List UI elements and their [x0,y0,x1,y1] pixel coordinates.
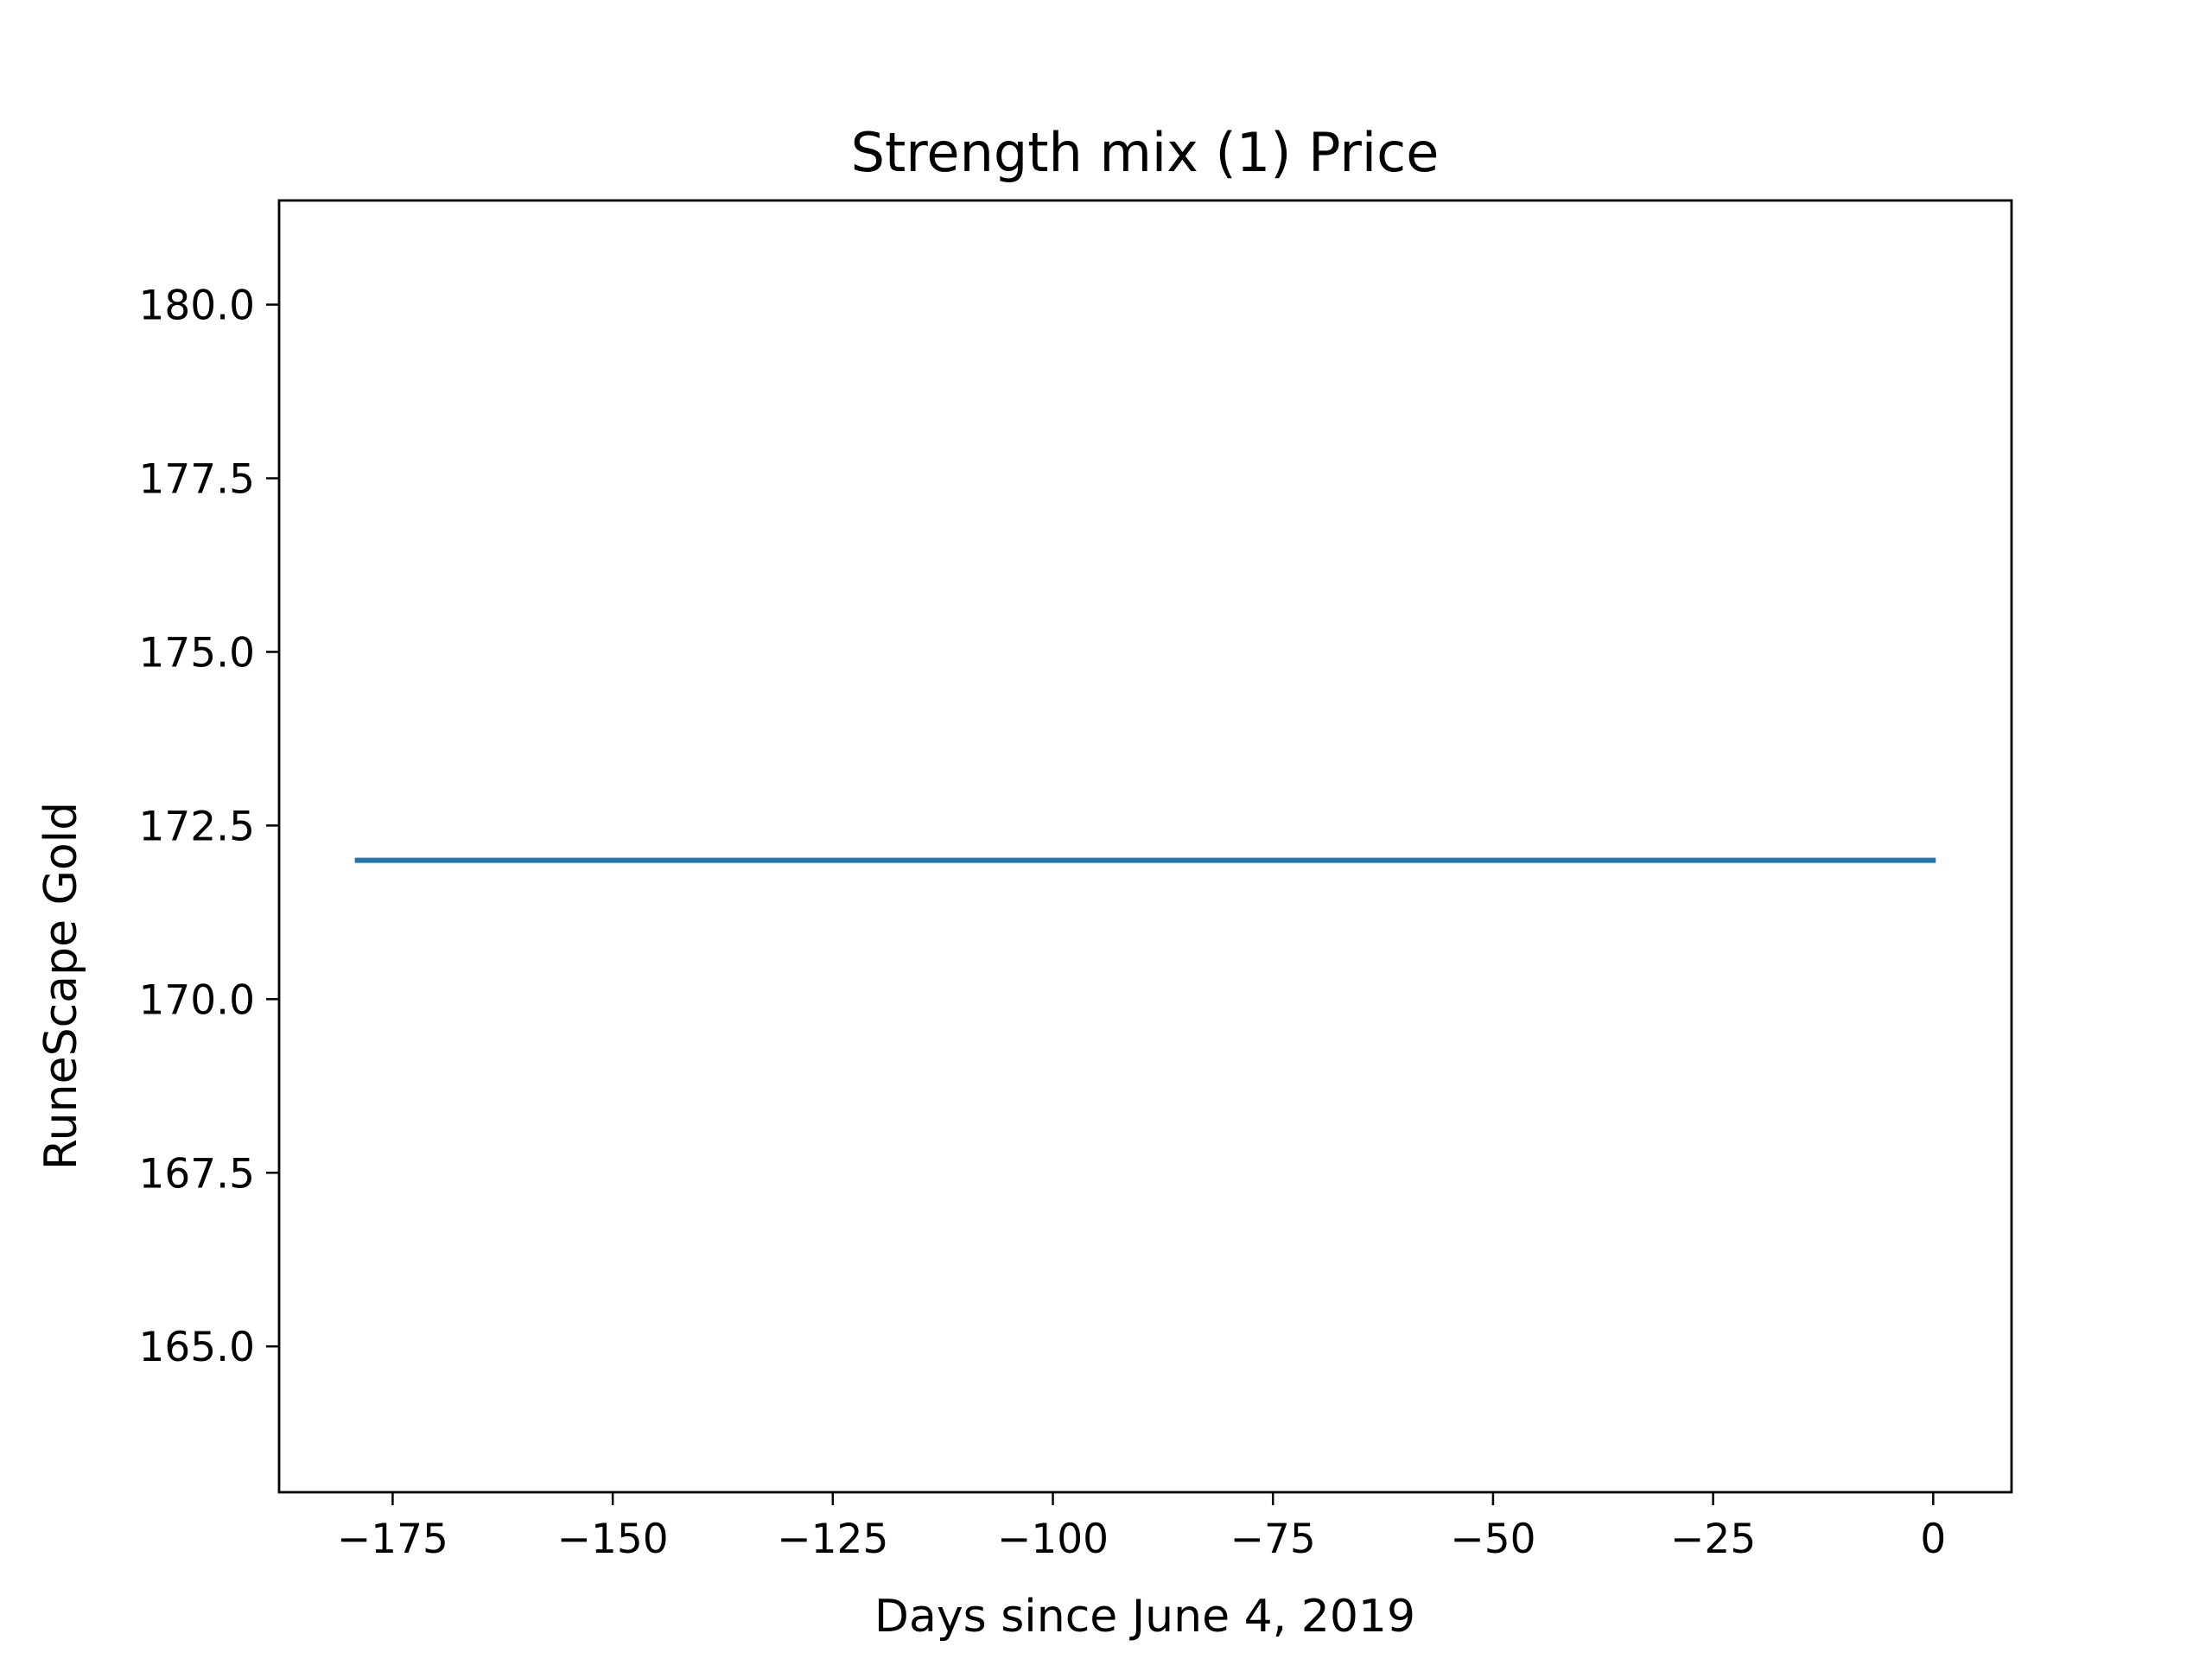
chart-title: Strength mix (1) Price [851,121,1440,184]
x-tick-label: −175 [337,1516,448,1563]
y-axis-label: RuneScape Gold [35,802,87,1170]
ticks-layer: −175 −150 −125 −100 −75 −50 −25 0 165.0 167.5 170.… [138,283,1946,1563]
x-tick-label: 0 [1920,1516,1946,1563]
x-tick-label: −100 [997,1516,1109,1563]
y-tick-label: 170.0 [138,976,255,1024]
y-tick-label: 172.5 [138,803,255,850]
plot-frame [277,199,2013,1494]
y-tick-label: 167.5 [138,1150,255,1198]
x-tick-label: −75 [1230,1516,1316,1563]
x-tick-label: −25 [1670,1516,1756,1563]
y-tick-label: 177.5 [138,456,255,504]
x-tick-label: −50 [1450,1516,1535,1563]
x-tick-label: −125 [777,1516,888,1563]
y-tick-label: 180.0 [138,283,255,330]
y-tick-label: 175.0 [138,629,255,677]
y-tick-label: 165.0 [138,1324,255,1371]
x-tick-label: −150 [557,1516,669,1563]
x-axis-label: Days since June 4, 2019 [874,1591,1415,1643]
